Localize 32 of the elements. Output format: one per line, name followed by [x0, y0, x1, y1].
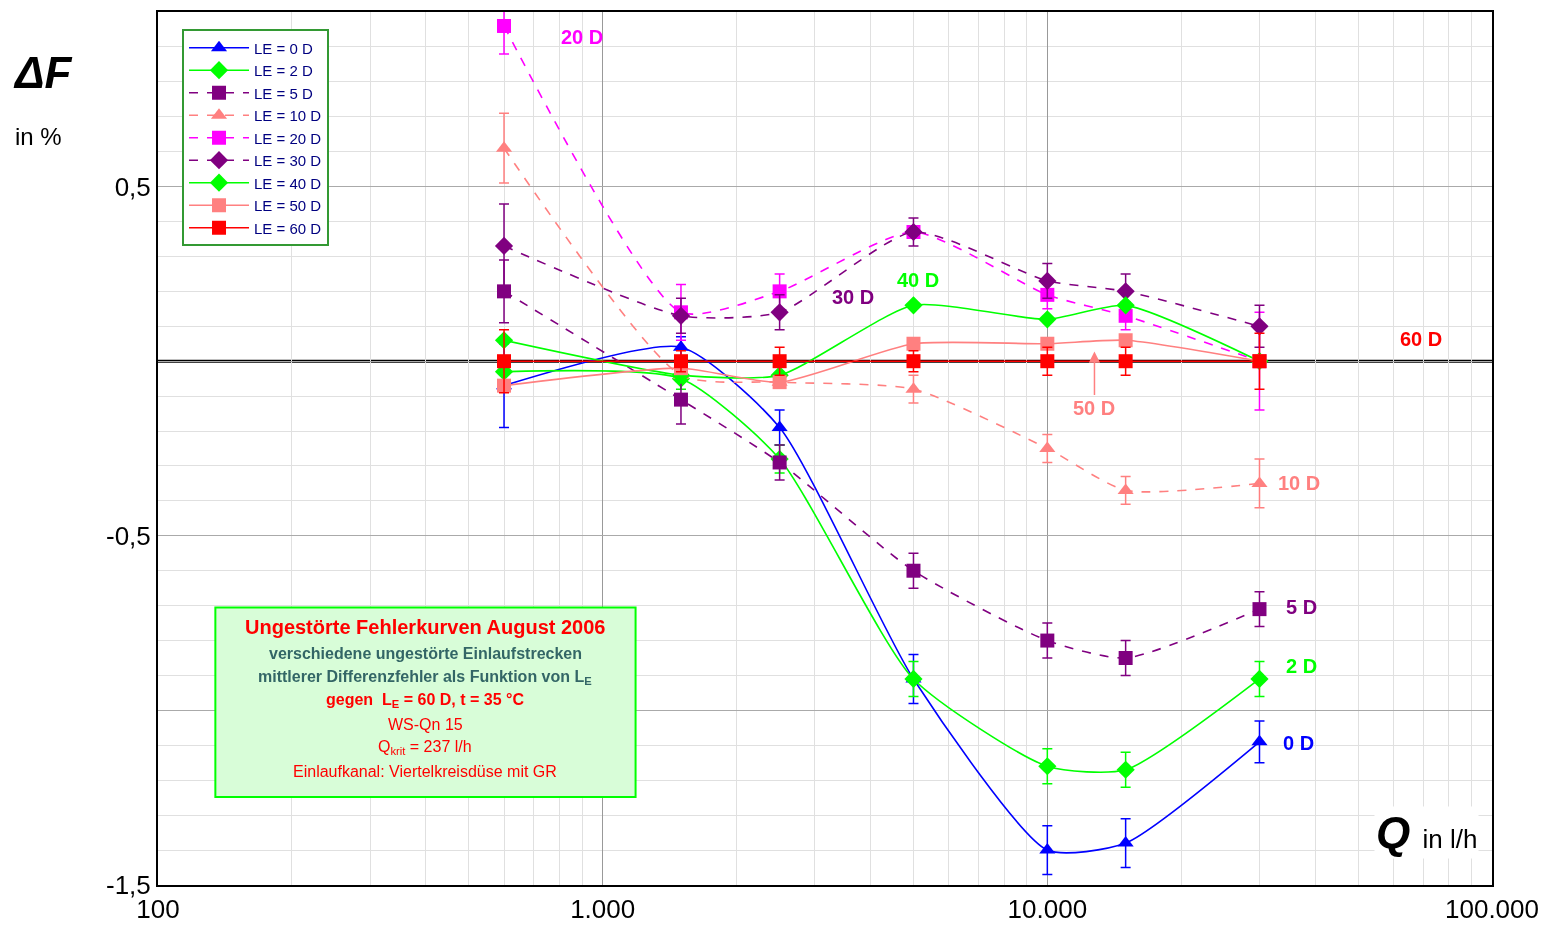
annotation: 20 D: [561, 26, 604, 48]
legend-label: LE = 0 D: [254, 39, 313, 57]
y-tick-label: 0,5: [114, 171, 151, 202]
annotation: verschiedene ungestörte Einlaufstrecken: [269, 645, 582, 662]
annotation: Einlaufkanal: Viertelkreisdüse mit GR: [293, 763, 557, 780]
legend-label: LE = 50 D: [254, 197, 322, 215]
annotation: 0 D: [1283, 732, 1315, 754]
annotation: mittlerer Differenzfehler als Funktion von L$_{E}$: [258, 668, 593, 688]
annotation: 5 D: [1286, 596, 1318, 618]
annotation: 60 D: [1400, 328, 1443, 350]
annotation: 50 D: [1073, 397, 1116, 419]
annotation: Ungestörte Fehlerkurven August 2006: [245, 616, 606, 638]
annotation: WS-Qn 15: [388, 716, 463, 733]
annotation: Q$_{krit}$ = 237 l/h: [378, 738, 472, 758]
x-axis-title: Q in l/h: [1376, 808, 1478, 857]
legend-label: LE = 5 D: [254, 84, 313, 102]
annotation: 2 D: [1286, 655, 1318, 677]
legend-label: LE = 40 D: [254, 174, 322, 192]
x-tick-label: 100.000: [1445, 894, 1539, 925]
annotation: 10 D: [1278, 472, 1321, 494]
y-tick-label: -0,5: [105, 520, 151, 551]
x-tick-label: 10.000: [1007, 894, 1088, 925]
annotation: gegen L$_{E}$ = 60 D, t = 35 °C: [326, 691, 525, 711]
legend-label: LE = 10 D: [254, 107, 322, 125]
legend-label: LE = 2 D: [254, 62, 313, 80]
legend-label: LE = 60 D: [254, 219, 322, 237]
annotation: 40 D: [897, 269, 940, 291]
legend-label: LE = 30 D: [254, 152, 322, 170]
legend-label: LE = 20 D: [254, 129, 322, 147]
annotation: 30 D: [832, 286, 875, 308]
x-tick-label: 1.000: [570, 894, 636, 925]
y-axis-title: ΔF in %: [13, 48, 73, 151]
